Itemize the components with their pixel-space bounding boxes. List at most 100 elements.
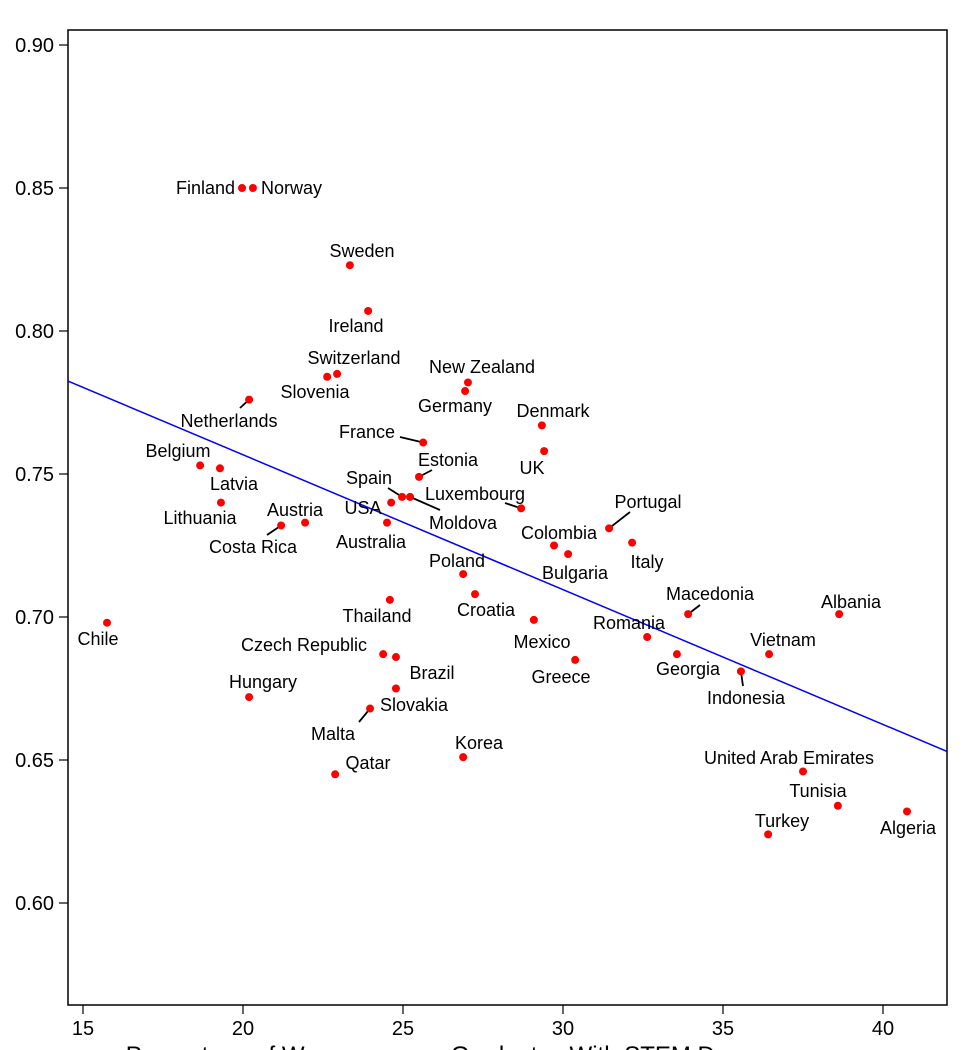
y-tick-label: 0.70 (15, 607, 54, 629)
label-ireland: Ireland (328, 316, 383, 336)
point-bulgaria (564, 550, 573, 559)
label-portugal: Portugal (614, 492, 681, 512)
label-belgium: Belgium (145, 441, 210, 461)
label-united-arab-emirates: United Arab Emirates (704, 748, 874, 768)
fit-line (67, 380, 948, 753)
label-austria: Austria (267, 500, 324, 520)
x-tick-label: 35 (712, 1018, 734, 1040)
label-malta: Malta (311, 724, 356, 744)
label-australia: Australia (336, 532, 407, 552)
point-chile (103, 618, 111, 627)
x-axis-label: Percentage of Women among Graduates With… (126, 1042, 789, 1050)
label-poland: Poland (429, 551, 485, 571)
y-tick-label: 0.65 (15, 750, 54, 772)
point-portugal (605, 524, 614, 533)
point-thailand (385, 595, 394, 604)
label-norway: Norway (261, 178, 322, 198)
label-qatar: Qatar (345, 753, 390, 773)
label-chile: Chile (77, 629, 118, 649)
label-switzerland: Switzerland (307, 348, 400, 368)
label-thailand: Thailand (342, 606, 411, 626)
label-romania: Romania (593, 613, 666, 633)
point-switzerland (333, 369, 342, 378)
label-mexico: Mexico (513, 632, 570, 652)
label-vietnam: Vietnam (750, 630, 816, 650)
point-greece (571, 655, 580, 664)
y-axis: 0.60 0.65 0.70 0.75 0.80 0.85 0.90 (15, 35, 68, 915)
label-macedonia: Macedonia (666, 584, 755, 604)
point-australia (383, 518, 391, 527)
label-slovenia: Slovenia (280, 382, 350, 402)
label-finland: Finland (176, 178, 235, 198)
label-sweden: Sweden (329, 241, 394, 261)
point-indonesia (736, 667, 745, 676)
x-tick-label: 15 (72, 1018, 94, 1040)
label-slovakia: Slovakia (380, 695, 449, 715)
y-tick-label: 0.90 (15, 35, 54, 57)
point-slovenia (323, 372, 332, 381)
point-costa-rica (277, 521, 286, 530)
point-moldova (406, 492, 415, 501)
label-algeria: Algeria (880, 818, 937, 838)
point-poland (459, 570, 468, 579)
label-luxembourg: Luxembourg (425, 484, 525, 504)
x-tick-label: 40 (872, 1018, 894, 1040)
point-denmark (537, 421, 546, 430)
point-luxembourg (517, 504, 526, 513)
label-spain: Spain (346, 468, 392, 488)
point-belgium (196, 461, 205, 470)
points (103, 184, 911, 839)
point-spain (398, 492, 407, 501)
x-axis: 15 20 25 30 35 40 (72, 1005, 894, 1040)
x-tick-label: 25 (392, 1018, 414, 1040)
point-romania (643, 633, 652, 642)
point-finland (238, 184, 247, 192)
label-new-zealand: New Zealand (429, 357, 535, 377)
point-croatia (471, 590, 479, 599)
label-germany: Germany (418, 396, 492, 416)
label-hungary: Hungary (229, 672, 297, 692)
label-greece: Greece (531, 667, 590, 687)
y-tick-label: 0.85 (15, 178, 54, 200)
label-usa: USA (344, 498, 381, 518)
point-ireland (364, 306, 373, 315)
y-tick-label: 0.75 (15, 464, 54, 486)
label-moldova: Moldova (429, 513, 498, 533)
point-tunisia (833, 801, 842, 810)
label-bulgaria: Bulgaria (542, 563, 609, 583)
point-mexico (529, 615, 538, 624)
label-latvia: Latvia (210, 474, 259, 494)
label-colombia: Colombia (521, 523, 598, 543)
label-czech-republic: Czech Republic (241, 635, 367, 655)
point-new-zealand (463, 378, 472, 387)
x-tick-label: 20 (232, 1018, 254, 1040)
point-estonia (415, 472, 423, 481)
label-croatia: Croatia (457, 600, 516, 620)
point-usa (387, 498, 396, 507)
point-turkey (764, 830, 773, 839)
point-georgia (672, 650, 681, 659)
label-albania: Albania (821, 592, 882, 612)
label-estonia: Estonia (418, 450, 479, 470)
point-czech-republic (379, 650, 388, 659)
label-korea: Korea (455, 733, 504, 753)
point-labels: Finland Norway Sweden Ireland Switzerland Slo… (77, 178, 937, 838)
point-vietnam (765, 650, 774, 659)
label-georgia: Georgia (656, 659, 721, 679)
point-germany (461, 387, 470, 396)
point-latvia (215, 464, 224, 473)
label-france: France (339, 422, 395, 442)
point-qatar (331, 770, 340, 779)
point-austria (301, 518, 310, 527)
plot-frame (67, 29, 948, 1006)
label-costa-rica: Costa Rica (209, 537, 298, 557)
label-indonesia: Indonesia (707, 688, 786, 708)
point-uk (540, 447, 549, 456)
point-malta (366, 704, 375, 713)
point-norway (248, 184, 257, 192)
point-united-arab-emirates (799, 767, 807, 776)
point-algeria (903, 807, 911, 816)
label-uk: UK (519, 458, 544, 478)
point-france (419, 438, 428, 447)
